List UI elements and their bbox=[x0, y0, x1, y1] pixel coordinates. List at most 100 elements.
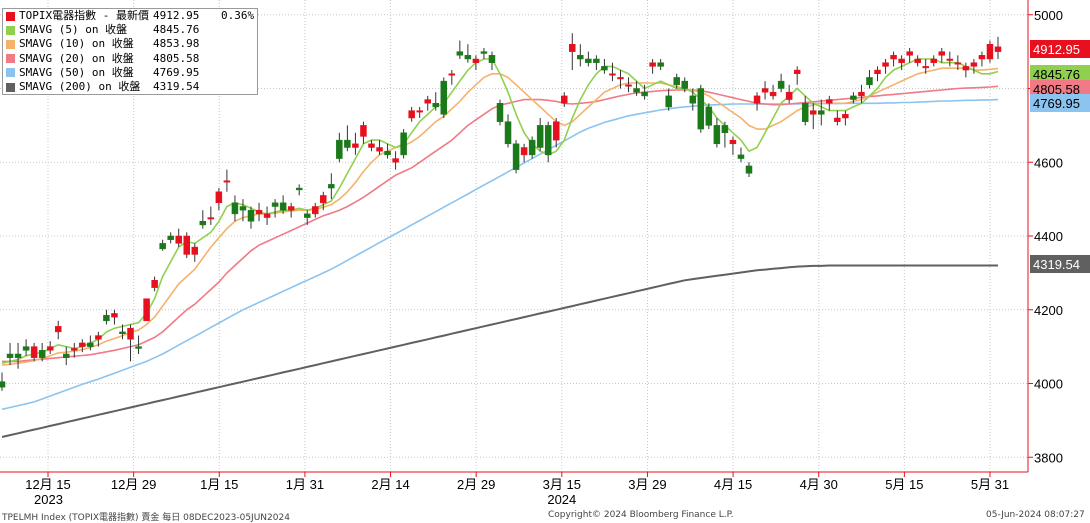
price-tag-bg bbox=[1030, 65, 1090, 83]
candle-body bbox=[777, 80, 785, 89]
candle-body bbox=[801, 103, 809, 122]
candle-body bbox=[464, 55, 472, 60]
price-tag-label: 4845.76 bbox=[1033, 67, 1080, 82]
legend-label: SMAVG (200) on 收盤 bbox=[19, 79, 141, 93]
legend-value: 4805.58 bbox=[153, 51, 200, 65]
candle-body bbox=[697, 88, 705, 130]
y-tick-label: 4600 bbox=[1034, 155, 1063, 170]
candle-body bbox=[681, 80, 688, 89]
candle-body bbox=[561, 95, 568, 104]
x-tick-label: 5月 31 bbox=[971, 477, 1009, 492]
candle-body bbox=[0, 381, 6, 388]
candle-body bbox=[38, 350, 46, 358]
candle-body bbox=[962, 66, 970, 71]
candle-body bbox=[183, 235, 190, 255]
price-tag-bg bbox=[1030, 40, 1090, 58]
price-tag-bg bbox=[1030, 80, 1090, 98]
legend-value: 4912.95 bbox=[153, 9, 200, 22]
candle-body bbox=[922, 66, 929, 69]
legend-value: 4319.54 bbox=[153, 79, 200, 93]
candle-body bbox=[753, 95, 761, 104]
y-tick-label: 4400 bbox=[1034, 229, 1063, 244]
legend-label: SMAVG (20) on 收盤 bbox=[19, 51, 134, 65]
candle-body bbox=[448, 73, 456, 76]
candle-body bbox=[970, 62, 978, 67]
candle-body bbox=[263, 213, 271, 218]
candle-body bbox=[71, 348, 78, 351]
footer-timestamp: 05-Jun-2024 08:07:27 bbox=[986, 510, 1085, 520]
candle-body bbox=[344, 139, 351, 148]
candle-body bbox=[729, 139, 737, 145]
candle-body bbox=[191, 246, 199, 255]
legend-label: SMAVG (50) on 收盤 bbox=[19, 65, 134, 79]
candle-body bbox=[207, 217, 215, 220]
candle-body bbox=[295, 187, 303, 191]
candle-body bbox=[456, 51, 464, 56]
x-tick-label: 5月 15 bbox=[885, 477, 923, 492]
candle-body bbox=[488, 55, 496, 63]
candle-body bbox=[440, 80, 448, 115]
legend-row: SMAVG (5) on 收盤 4845.76 bbox=[3, 23, 257, 37]
candle-body bbox=[424, 99, 431, 104]
candle-body bbox=[175, 235, 182, 244]
candle-body bbox=[360, 125, 367, 137]
sma-line-s5 bbox=[1, 58, 999, 364]
candle-body bbox=[159, 243, 166, 250]
legend-color-swatch bbox=[6, 54, 15, 64]
candle-body bbox=[665, 95, 672, 108]
candle-body bbox=[705, 106, 713, 126]
y-tick-label: 4200 bbox=[1034, 303, 1063, 318]
candle-body bbox=[312, 206, 319, 215]
candle-body bbox=[930, 58, 937, 63]
candle-body bbox=[199, 221, 207, 226]
candle-body bbox=[103, 315, 110, 322]
x-tick-label: 2月 14 bbox=[371, 477, 409, 492]
candle-body bbox=[328, 184, 335, 189]
candle-body bbox=[287, 206, 295, 211]
candle-body bbox=[279, 202, 287, 211]
price-tag-bg bbox=[1030, 94, 1090, 112]
legend-row: SMAVG (10) on 收盤 4853.98 bbox=[3, 37, 257, 51]
legend-row: SMAVG (200) on 收盤 4319.54 bbox=[3, 80, 257, 94]
candle-body bbox=[633, 88, 640, 93]
candle-body bbox=[673, 77, 680, 86]
candle-body bbox=[866, 77, 873, 86]
legend-row: SMAVG (20) on 收盤 4805.58 bbox=[3, 52, 257, 66]
sma-line-s200 bbox=[1, 264, 998, 438]
candle-body bbox=[384, 150, 391, 156]
candle-body bbox=[858, 91, 865, 97]
candle-body bbox=[119, 331, 126, 334]
candle-body bbox=[585, 58, 592, 63]
candle-body bbox=[215, 191, 223, 204]
candle-body bbox=[946, 58, 954, 61]
candle-body bbox=[231, 202, 239, 215]
legend-color-swatch bbox=[6, 68, 15, 78]
candle-body bbox=[850, 95, 857, 100]
footer-copyright: Copyright© 2024 Bloomberg Finance L.P. bbox=[548, 510, 734, 520]
candle-body bbox=[713, 125, 721, 145]
y-tick-label: 4000 bbox=[1034, 377, 1063, 392]
y-tick-label: 3800 bbox=[1034, 450, 1063, 465]
candle-body bbox=[303, 213, 311, 218]
x-tick-label: 4月 30 bbox=[800, 477, 838, 492]
candle-body bbox=[721, 125, 729, 133]
candle-body bbox=[625, 84, 632, 87]
chart-legend: TOPIX電器指數 - 最新價 4912.95 0.36% SMAVG (5) on … bbox=[2, 8, 258, 96]
candle-body bbox=[617, 77, 624, 80]
candle-body bbox=[826, 99, 833, 104]
candle-body bbox=[898, 58, 905, 63]
candle-body bbox=[408, 110, 415, 119]
candle-body bbox=[761, 88, 769, 93]
price-tag-label: 4912.95 bbox=[1033, 42, 1080, 57]
candle-body bbox=[641, 91, 648, 97]
legend-value: 4853.98 bbox=[153, 37, 200, 51]
x-year-label: 2024 bbox=[547, 492, 576, 507]
candle-body bbox=[30, 346, 38, 358]
legend-row: SMAVG (50) on 收盤 4769.95 bbox=[3, 66, 257, 80]
x-tick-label: 3月 15 bbox=[543, 477, 581, 492]
candle-body bbox=[255, 209, 263, 215]
candle-body bbox=[938, 51, 946, 56]
candle-body bbox=[609, 73, 616, 76]
